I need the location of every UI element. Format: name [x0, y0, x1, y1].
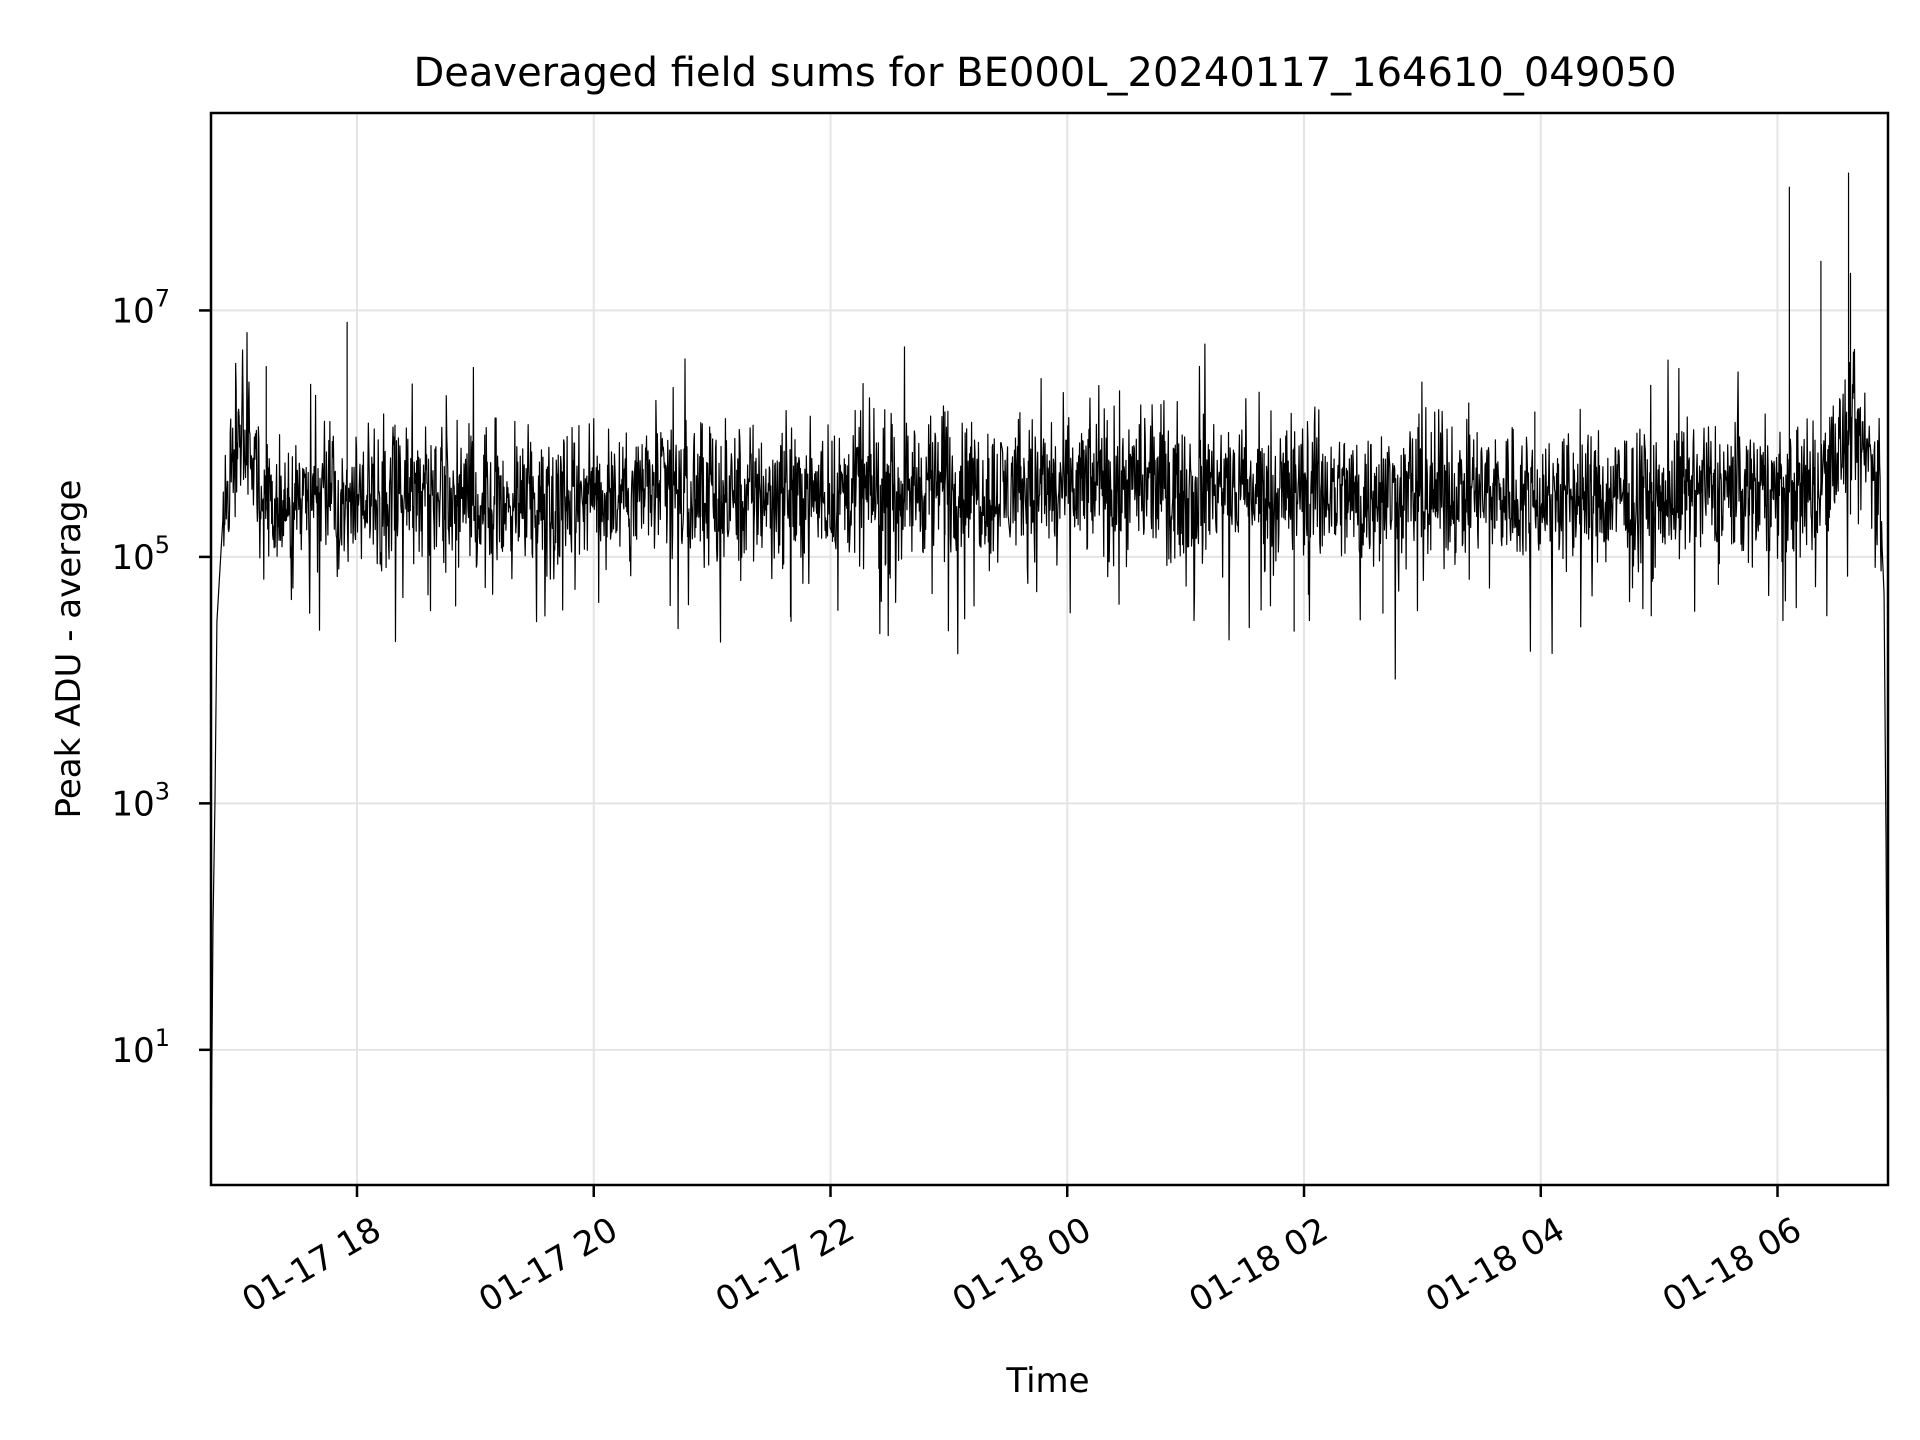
y-tick-label: 105 — [111, 531, 170, 578]
grid — [211, 113, 1888, 1185]
x-axis-label: Time — [1005, 1361, 1089, 1401]
y-tick-base: 10 — [111, 784, 154, 824]
y-tick-exponent: 5 — [155, 531, 170, 559]
series-line — [211, 172, 1888, 1174]
y-tick-label: 101 — [111, 1024, 170, 1071]
y-tick-label: 103 — [111, 777, 170, 824]
y-axis-label: Peak ADU - average — [49, 480, 89, 819]
y-tick-exponent: 3 — [155, 777, 170, 805]
y-tick-label: 107 — [111, 284, 170, 331]
y-tick-base: 10 — [111, 291, 154, 331]
chart-title: Deaveraged field sums for BE000L_2024011… — [413, 50, 1676, 96]
plot-frame — [209, 111, 1890, 1187]
y-tick-exponent: 7 — [155, 284, 170, 312]
y-tick-exponent: 1 — [155, 1024, 170, 1052]
y-tick-base: 10 — [111, 1031, 154, 1071]
y-tick-base: 10 — [111, 538, 154, 578]
